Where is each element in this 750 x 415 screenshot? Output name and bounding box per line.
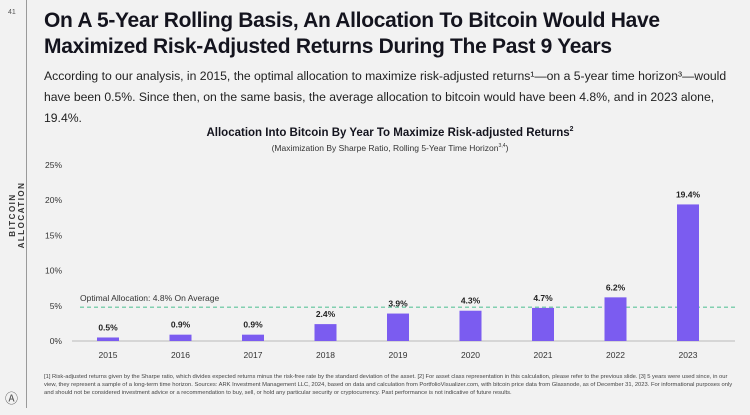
page-number: 41 bbox=[8, 9, 16, 16]
page-title: On A 5-Year Rolling Basis, An Allocation… bbox=[44, 9, 660, 58]
bar bbox=[97, 337, 119, 341]
x-tick-label: 2018 bbox=[316, 350, 335, 360]
data-label: 4.3% bbox=[461, 296, 481, 306]
chart-subtitle-sup: 3,4 bbox=[498, 143, 506, 150]
chart-subtitle-text: (Maximization By Sharpe Ratio, Rolling 5… bbox=[271, 143, 499, 153]
chart-subtitle: (Maximization By Sharpe Ratio, Rolling 5… bbox=[0, 143, 750, 153]
divider-line bbox=[26, 0, 27, 408]
chart-title-sup: 2 bbox=[569, 126, 574, 133]
data-label: 3.9% bbox=[388, 299, 408, 309]
x-tick-label: 2021 bbox=[534, 350, 553, 360]
x-tick-label: 2015 bbox=[99, 350, 118, 360]
x-tick-label: 2023 bbox=[679, 350, 698, 360]
chart-subtitle-end: ) bbox=[505, 143, 509, 153]
y-tick-label: 5% bbox=[50, 301, 63, 311]
x-tick-label: 2020 bbox=[461, 350, 480, 360]
y-tick-label: 25% bbox=[45, 160, 62, 170]
bar bbox=[387, 313, 409, 341]
bar bbox=[314, 324, 337, 341]
footnote: [1] Risk-adjusted returns given by the S… bbox=[44, 374, 733, 396]
chart-title: Allocation Into Bitcoin By Year To Maxim… bbox=[0, 126, 750, 139]
data-label: 6.2% bbox=[606, 282, 626, 292]
y-tick-label: 10% bbox=[45, 266, 62, 276]
data-label: 0.5% bbox=[98, 322, 118, 332]
reference-line-label: Optimal Allocation: 4.8% On Average bbox=[80, 293, 220, 303]
x-tick-label: 2019 bbox=[389, 350, 408, 360]
y-tick-label: 20% bbox=[45, 195, 62, 205]
bar bbox=[532, 307, 554, 341]
data-label: 0.9% bbox=[171, 320, 191, 330]
ark-logo-icon: Ⓐ bbox=[5, 391, 19, 406]
bar bbox=[169, 334, 192, 341]
data-label: 0.9% bbox=[243, 320, 263, 330]
bar bbox=[459, 310, 482, 341]
bar bbox=[677, 204, 699, 341]
x-tick-label: 2017 bbox=[244, 350, 263, 360]
chart-title-text: Allocation Into Bitcoin By Year To Maxim… bbox=[206, 126, 570, 139]
bar bbox=[604, 297, 627, 341]
x-tick-label: 2016 bbox=[171, 350, 190, 360]
lead-paragraph: According to our analysis, in 2015, the … bbox=[44, 69, 727, 125]
bar bbox=[242, 334, 264, 341]
x-tick-label: 2022 bbox=[606, 350, 625, 360]
y-tick-label: 15% bbox=[45, 230, 62, 240]
y-tick-label: 0% bbox=[50, 336, 63, 346]
data-label: 4.7% bbox=[533, 293, 553, 303]
data-label: 19.4% bbox=[676, 189, 701, 199]
data-label: 2.4% bbox=[316, 309, 336, 319]
